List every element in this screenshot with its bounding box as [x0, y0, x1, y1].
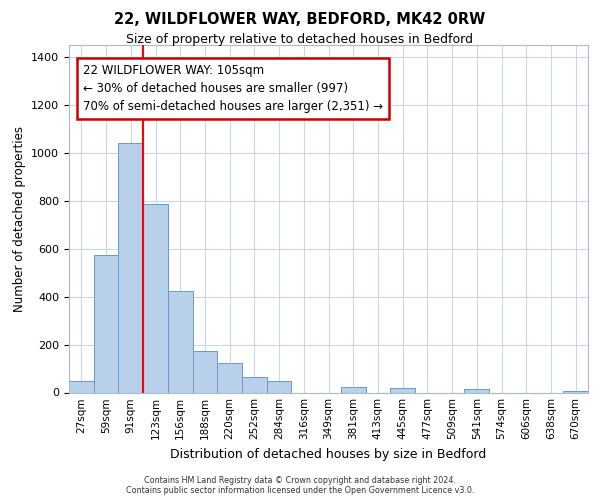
- Bar: [193, 350, 217, 393]
- Bar: [390, 388, 415, 392]
- Bar: [143, 204, 168, 392]
- Y-axis label: Number of detached properties: Number of detached properties: [13, 126, 26, 312]
- Bar: [217, 362, 242, 392]
- X-axis label: Distribution of detached houses by size in Bedford: Distribution of detached houses by size …: [170, 448, 487, 461]
- Bar: [242, 377, 267, 392]
- Bar: [341, 386, 365, 392]
- Bar: [464, 389, 489, 392]
- Text: Size of property relative to detached houses in Bedford: Size of property relative to detached ho…: [127, 32, 473, 46]
- Bar: [94, 254, 118, 392]
- Text: 22 WILDFLOWER WAY: 105sqm
← 30% of detached houses are smaller (997)
70% of semi: 22 WILDFLOWER WAY: 105sqm ← 30% of detac…: [83, 64, 383, 113]
- Bar: [118, 144, 143, 392]
- Text: 22, WILDFLOWER WAY, BEDFORD, MK42 0RW: 22, WILDFLOWER WAY, BEDFORD, MK42 0RW: [115, 12, 485, 28]
- Bar: [69, 380, 94, 392]
- Text: Contains HM Land Registry data © Crown copyright and database right 2024.
Contai: Contains HM Land Registry data © Crown c…: [126, 476, 474, 495]
- Bar: [168, 290, 193, 392]
- Bar: [267, 380, 292, 392]
